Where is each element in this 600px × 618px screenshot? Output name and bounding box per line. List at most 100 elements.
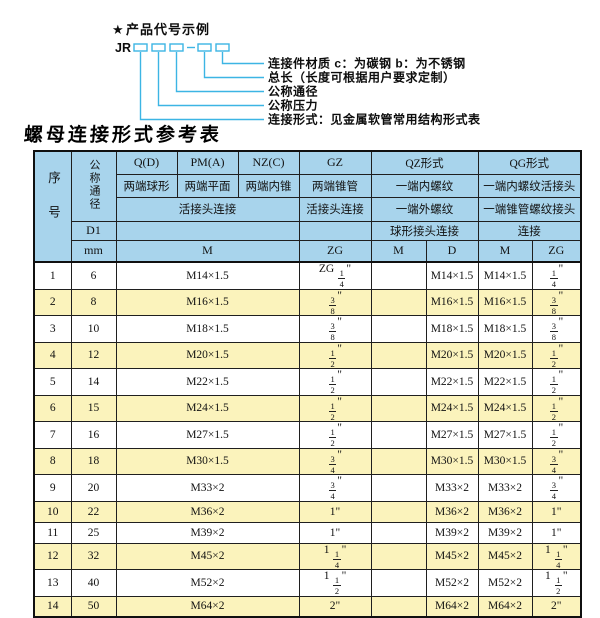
cell-qz-d: M16×1.5 [425, 288, 479, 316]
cell-qg-m: M52×2 [477, 569, 533, 597]
table-row: 8 18 M30×1.5 3 4 " M30×1.5 M30×1.5 3 4 " [33, 447, 582, 475]
code-box-2 [151, 43, 166, 52]
cell-qz-m [370, 447, 427, 475]
cell-dn: 15 [70, 394, 117, 422]
cell-zg: 3 4 " [298, 447, 372, 475]
cell-qz-m [370, 315, 427, 343]
header-pm-desc: 两端平面 [176, 173, 239, 198]
header-qz-desc1: 一端内螺纹 [370, 173, 479, 198]
cell-dn: 32 [70, 542, 117, 570]
cell-m: M22×1.5 [115, 368, 300, 396]
label-form: 连接形式：见金属软管常用结构形式表 [268, 112, 481, 127]
cell-zg: 1 1 2 " [298, 569, 372, 597]
star-icon: ★ [112, 22, 124, 37]
cell-m: M45×2 [115, 542, 300, 570]
cell-zg: 2" [298, 595, 372, 618]
header-qz-m: M [370, 239, 427, 263]
cell-qz-d: M36×2 [425, 500, 479, 523]
connector-line-diameter [175, 52, 264, 93]
cell-qg-m: M64×2 [477, 595, 533, 618]
connector-line-pressure [157, 52, 264, 107]
table-row: 12 32 M45×2 1 1 4 " M45×2 M45×2 1 1 4 " [33, 542, 582, 570]
cell-m: M33×2 [115, 474, 300, 502]
header-qg-zg: ZG [531, 239, 582, 263]
table-row: 6 15 M24×1.5 1 2 " M24×1.5 M24×1.5 1 2 " [33, 394, 582, 422]
cell-zg: 3 8 " [298, 315, 372, 343]
table-row: 9 20 M33×2 3 4 " M33×2 M33×2 3 4 " [33, 474, 582, 502]
cell-seq: 4 [33, 341, 72, 369]
header-gz-conn: 活接头连接 [298, 196, 372, 222]
cell-seq: 14 [33, 595, 72, 618]
code-prefix: JR [115, 41, 131, 55]
table-row: 10 22 M36×2 1" M36×2 M36×2 1" [33, 500, 582, 523]
table-row: 13 40 M52×2 1 1 2 " M52×2 M52×2 1 1 2 " [33, 569, 582, 597]
cell-qg-m: M20×1.5 [477, 341, 533, 369]
cell-zg: 1 2 " [298, 394, 372, 422]
cell-qg-m: M39×2 [477, 521, 533, 544]
label-material: 连接件材质 c：为碳钢 b：为不锈钢 [268, 56, 466, 71]
cell-qg-m: M36×2 [477, 500, 533, 523]
cell-dn: 25 [70, 521, 117, 544]
cell-qz-m [370, 569, 427, 597]
cell-qg-zg: 1 1 4 " [531, 542, 582, 570]
table-body: 1 6 M14×1.5 ZG 1 4 " M14×1.5 M14×1.5 1 4 " 2 8 M16×1.… [33, 261, 582, 618]
cell-zg: 3 4 " [298, 474, 372, 502]
cell-qg-m: M33×2 [477, 474, 533, 502]
label-pressure: 公称压力 [268, 98, 318, 113]
cell-qg-m: M45×2 [477, 542, 533, 570]
cell-qz-d: M52×2 [425, 569, 479, 597]
cell-m: M14×1.5 [115, 261, 300, 290]
cell-zg: 3 8 " [298, 288, 372, 316]
cell-qz-d: M27×1.5 [425, 421, 479, 449]
cell-dn: 12 [70, 341, 117, 369]
header-m: M [115, 239, 300, 263]
cell-qg-m: M24×1.5 [477, 394, 533, 422]
header-qg-conn: 连接 [477, 220, 582, 241]
cell-qz-d: M45×2 [425, 542, 479, 570]
cell-seq: 9 [33, 474, 72, 502]
cell-dn: 20 [70, 474, 117, 502]
cell-seq: 10 [33, 500, 72, 523]
table-row: 7 16 M27×1.5 1 2 " M27×1.5 M27×1.5 1 2 " [33, 421, 582, 449]
cell-qz-d: M18×1.5 [425, 315, 479, 343]
cell-m: M36×2 [115, 500, 300, 523]
cell-m: M18×1.5 [115, 315, 300, 343]
cell-dn: 10 [70, 315, 117, 343]
header-col-nz: NZ(C) [237, 150, 300, 175]
cell-qg-zg: 1 1 2 " [531, 569, 582, 597]
cell-seq: 13 [33, 569, 72, 597]
connector-line-form [139, 52, 264, 121]
header-qg-m: M [477, 239, 533, 263]
header-empty-2 [298, 220, 372, 241]
cell-qz-d: M20×1.5 [425, 341, 479, 369]
cell-qz-m [370, 261, 427, 290]
header-qz-d: D [425, 239, 479, 263]
header-zg: ZG [298, 239, 372, 263]
header-d1: D1 [70, 220, 117, 241]
header-q-desc: 两端球形 [115, 173, 178, 198]
cell-qz-d: M39×2 [425, 521, 479, 544]
cell-seq: 1 [33, 261, 72, 290]
header-qg-desc1: 一端内螺纹活接头 [477, 173, 582, 198]
cell-seq: 8 [33, 447, 72, 475]
header-col-pm: PM(A) [176, 150, 239, 175]
connector-line-length [203, 52, 264, 79]
table-row: 11 25 M39×2 1" M39×2 M39×2 1" [33, 521, 582, 544]
cell-qg-m: M18×1.5 [477, 315, 533, 343]
header-col-gz: GZ [298, 150, 372, 175]
cell-m: M39×2 [115, 521, 300, 544]
cell-m: M64×2 [115, 595, 300, 618]
cell-m: M27×1.5 [115, 421, 300, 449]
cell-seq: 3 [33, 315, 72, 343]
cell-m: M16×1.5 [115, 288, 300, 316]
cell-qg-zg: 3 8 " [531, 315, 582, 343]
cell-qz-m [370, 421, 427, 449]
cell-dn: 6 [70, 261, 117, 290]
cell-qz-m [370, 542, 427, 570]
cell-qz-d: M64×2 [425, 595, 479, 618]
cell-zg: 1 2 " [298, 368, 372, 396]
nut-connection-table: 序号 公称通径 Q(D) PM(A) NZ(C) GZ QZ形式 QG形式 两端… [33, 150, 582, 618]
header-empty-1 [115, 220, 300, 241]
cell-qg-zg: 1 2 " [531, 368, 582, 396]
code-box-4 [197, 43, 212, 52]
